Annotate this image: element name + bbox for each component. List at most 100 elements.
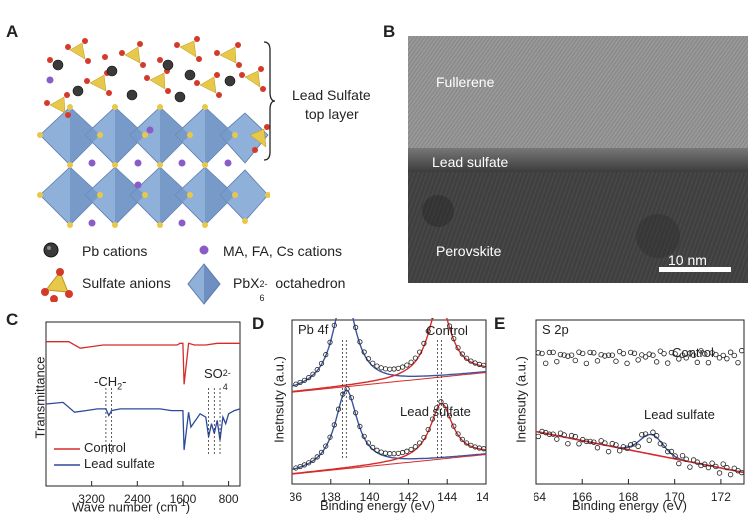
d-point-control xyxy=(314,367,320,373)
e-point-control xyxy=(579,350,586,357)
e-point-control xyxy=(650,352,656,358)
d-point-lead-sulfate xyxy=(446,413,453,419)
e-point-control xyxy=(731,352,737,359)
d-point-lead-sulfate xyxy=(412,444,418,450)
e-control-label: Control xyxy=(672,345,714,360)
octa-rest: octahedron xyxy=(271,275,346,291)
c-legend-control-line xyxy=(54,448,80,450)
e-plot-frame xyxy=(535,319,745,485)
d-point-lead-sulfate xyxy=(408,446,414,453)
e-point-control xyxy=(713,351,719,358)
so4-sup: 2- xyxy=(222,368,231,378)
e-point-control xyxy=(605,352,612,358)
d-point-control xyxy=(318,360,325,367)
d-point-lead-sulfate xyxy=(417,440,423,446)
e-point-control xyxy=(550,349,556,356)
d-xtick-label: 146 xyxy=(476,490,488,504)
d-point-lead-sulfate xyxy=(395,450,401,456)
e-point-control xyxy=(583,360,590,367)
e-point-lead-sulfate xyxy=(650,429,656,435)
e-point-lead-sulfate xyxy=(679,452,686,459)
panel-label-a: A xyxy=(6,22,19,41)
e-point-control xyxy=(631,350,638,357)
bracket-label-line1: Lead Sulfate xyxy=(292,87,371,103)
panel-label-d: D xyxy=(252,314,265,333)
e-point-lead-sulfate xyxy=(694,459,701,465)
e-point-lead-sulfate xyxy=(613,442,619,448)
so4-annotation: SO 2- 4 xyxy=(204,366,237,392)
d-xtick-label: 140 xyxy=(360,490,380,504)
e-point-lead-sulfate xyxy=(676,460,682,467)
d-point-control xyxy=(412,355,418,361)
d-point-control xyxy=(293,381,299,387)
d-point-control xyxy=(417,349,423,355)
e-point-lead-sulfate xyxy=(561,432,567,438)
e-point-control xyxy=(672,351,678,357)
e-point-lead-sulfate xyxy=(709,460,715,466)
d-point-lead-sulfate xyxy=(370,444,376,450)
e-point-lead-sulfate xyxy=(576,441,582,447)
e-point-control xyxy=(646,351,652,357)
e-point-control xyxy=(690,352,697,359)
d-point-control xyxy=(327,339,333,345)
panel-label-b: B xyxy=(383,22,396,41)
bracket-label-line2: top layer xyxy=(305,106,359,122)
d-point-control xyxy=(391,366,397,372)
e-fit-baseline xyxy=(535,430,745,474)
e-ylabel: Inetnsuty (a.u.) xyxy=(513,356,529,443)
e-point-control xyxy=(716,355,723,361)
e-point-lead-sulfate xyxy=(646,437,652,443)
c-legend-lead-line xyxy=(54,464,80,466)
e-point-control xyxy=(613,358,619,364)
d-point-lead-sulfate xyxy=(481,446,487,452)
e-point-lead-sulfate xyxy=(738,469,745,476)
so4-a: SO xyxy=(204,366,223,381)
d-point-control xyxy=(455,345,461,351)
e-point-lead-sulfate xyxy=(639,432,645,438)
e-point-lead-sulfate xyxy=(546,431,553,437)
e-xtick-label: 168 xyxy=(618,490,638,504)
e-point-control xyxy=(694,359,701,366)
d-point-control xyxy=(421,340,427,346)
e-point-lead-sulfate xyxy=(587,438,593,445)
c-xtick-label: 2400 xyxy=(124,492,151,506)
e-point-control xyxy=(594,358,601,364)
e-point-control xyxy=(598,351,604,358)
d-point-control xyxy=(301,377,308,383)
e-point-control xyxy=(568,352,575,358)
d-point-lead-sulfate xyxy=(438,399,444,405)
tem-image xyxy=(408,36,748,283)
e-point-lead-sulfate xyxy=(609,440,615,447)
e-point-lead-sulfate xyxy=(605,448,612,455)
panel-label-e: E xyxy=(494,314,506,333)
d-point-lead-sulfate xyxy=(348,395,354,401)
d-point-lead-sulfate xyxy=(374,447,380,453)
e-point-control xyxy=(738,347,745,354)
e-point-control xyxy=(554,358,560,365)
d-ylabel: Inetnsuty (a.u.) xyxy=(271,356,287,443)
c-xlabel-end: ) xyxy=(185,499,191,515)
d-point-control xyxy=(464,355,470,361)
e-point-lead-sulfate xyxy=(616,447,623,454)
e-point-lead-sulfate xyxy=(554,436,560,442)
e-point-lead-sulfate xyxy=(687,464,693,470)
ma-cation-icon xyxy=(199,245,209,255)
e-point-lead-sulfate xyxy=(565,440,571,447)
d-plot-frame xyxy=(291,319,487,485)
e-point-control xyxy=(727,349,734,355)
tem-label-fullerene: Fullerene xyxy=(436,74,495,90)
d-xtick-label: 138 xyxy=(321,490,341,504)
e-point-control xyxy=(635,357,641,363)
e-point-lead-sulfate xyxy=(668,448,675,455)
e-point-lead-sulfate xyxy=(642,431,649,437)
e-point-control xyxy=(591,350,597,356)
e-point-lead-sulfate xyxy=(653,433,660,439)
d-point-control xyxy=(408,359,414,365)
s2p-chart: 164 166 168 170 172 xyxy=(534,319,745,504)
octa-sup: 2- xyxy=(259,279,268,289)
e-point-control xyxy=(539,350,545,357)
d-point-lead-sulfate xyxy=(391,451,397,457)
e-point-lead-sulfate xyxy=(731,465,737,471)
e-xlabel: Binding energy (eV) xyxy=(572,498,687,513)
d-point-lead-sulfate xyxy=(442,403,448,409)
